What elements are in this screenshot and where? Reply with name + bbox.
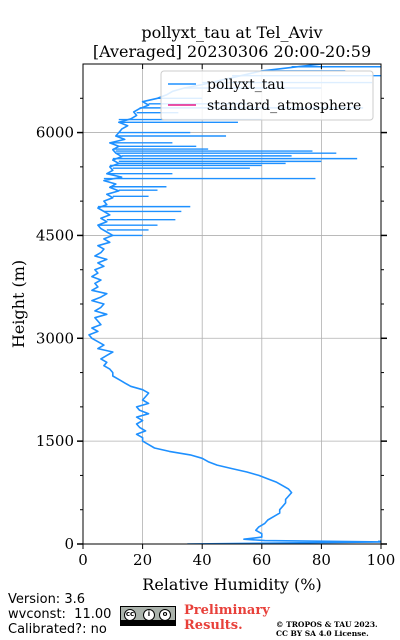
series-group [88, 64, 381, 544]
axis-ticks: 0 20 40 60 80 100 0 1500 3000 4500 6000 [36, 64, 396, 569]
x-tick-label: 0 [78, 551, 88, 569]
preliminary-line-2: Results. [184, 618, 243, 633]
x-tick-label: 40 [193, 551, 212, 569]
series-layer [88, 64, 381, 544]
preliminary-line-1: Preliminary [184, 603, 270, 618]
legend-label-standard-atmosphere: standard_atmosphere [207, 98, 361, 114]
cc-by-sa-logo: cc i o [120, 606, 176, 626]
legend: pollyxt_tau standard_atmosphere [160, 70, 374, 121]
x-tick-label: 60 [252, 551, 271, 569]
license-notice: © TROPOS & TAU 2023. CC BY SA 4.0 Licens… [276, 620, 378, 638]
series-line-pollyxt_tau [88, 64, 381, 544]
license-line-2: CC BY SA 4.0 License. [276, 629, 369, 638]
x-tick-label: 80 [312, 551, 331, 569]
y-tick-label: 4500 [36, 226, 74, 244]
license-line-1: © TROPOS & TAU 2023. [276, 620, 378, 629]
wvconst-text: wvconst: 11.00 [8, 607, 112, 622]
x-axis-label: Relative Humidity (%) [142, 575, 321, 594]
legend-label-pollyxt: pollyxt_tau [207, 77, 285, 93]
version-text: Version: 3.6 [8, 592, 85, 607]
preliminary-results-notice: Preliminary Results. [184, 603, 270, 633]
chart-subtitle: [Averaged] 20230306 20:00-20:59 [93, 42, 371, 61]
calibrated-text: Calibrated?: no [8, 622, 107, 637]
chart-title: pollyxt_tau at Tel_Aviv [141, 23, 322, 42]
x-tick-label: 20 [133, 551, 152, 569]
humidity-profile-chart: pollyxt_tau at Tel_Aviv [Averaged] 20230… [9, 23, 396, 594]
y-tick-label: 1500 [36, 432, 74, 450]
y-axis-label: Height (m) [9, 260, 28, 348]
y-tick-label: 0 [64, 535, 74, 553]
x-tick-label: 100 [367, 551, 396, 569]
legend-box [160, 70, 374, 121]
y-tick-label: 3000 [36, 329, 74, 347]
y-tick-label: 6000 [36, 124, 74, 142]
